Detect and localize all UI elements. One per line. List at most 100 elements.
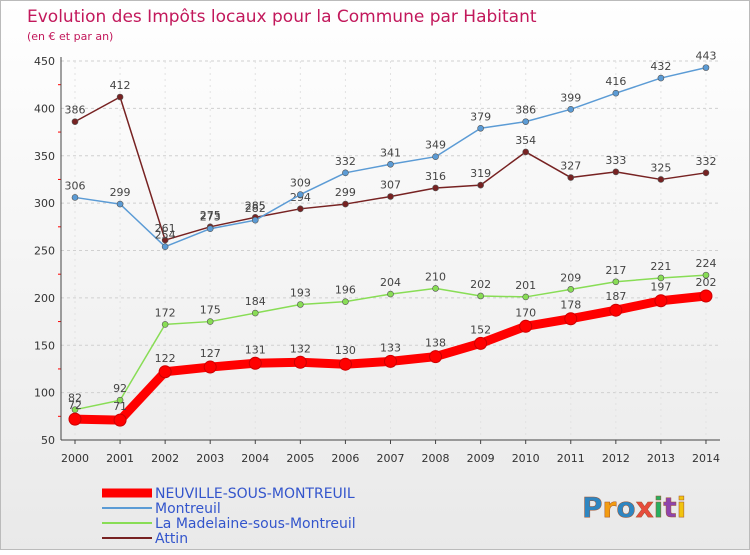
data-point — [432, 153, 439, 160]
data-label: 299 — [110, 186, 131, 199]
data-label: 152 — [470, 323, 491, 336]
x-tick-label: 2012 — [602, 452, 630, 465]
data-point — [248, 356, 262, 370]
data-point — [342, 169, 349, 177]
data-point — [158, 365, 172, 379]
data-label: 217 — [605, 264, 626, 277]
data-point — [342, 200, 349, 208]
data-label: 122 — [155, 352, 176, 365]
data-point — [429, 350, 443, 364]
y-tick-label: 250 — [34, 245, 55, 258]
y-tick-label: 300 — [34, 197, 55, 210]
data-label: 349 — [425, 139, 446, 152]
watermark-logo: Proxiti — [582, 491, 686, 524]
data-point — [474, 336, 488, 350]
data-point — [297, 205, 304, 213]
data-label: 178 — [560, 299, 581, 312]
data-point — [432, 184, 439, 192]
data-point — [251, 216, 259, 224]
chart-subtitle: (en € et par an) — [27, 30, 113, 43]
data-point — [297, 301, 304, 308]
data-label: 131 — [245, 343, 266, 356]
data-point — [206, 225, 214, 233]
data-label: 196 — [335, 284, 356, 297]
data-label: 92 — [113, 382, 127, 395]
data-label: 432 — [650, 60, 671, 73]
data-point — [477, 124, 484, 132]
data-label: 319 — [470, 167, 491, 180]
y-tick-label: 100 — [34, 387, 55, 400]
legend-label: NEUVILLE-SOUS-MONTREUIL — [155, 486, 355, 502]
data-label: 204 — [380, 276, 401, 289]
data-label: 386 — [515, 104, 536, 117]
data-point — [609, 303, 623, 317]
legend-label: La Madelaine-sous-Montreuil — [155, 516, 356, 532]
data-label: 127 — [200, 347, 221, 360]
data-label: 71 — [113, 400, 127, 413]
data-point — [522, 293, 530, 301]
data-label: 261 — [155, 222, 176, 235]
data-label: 210 — [425, 270, 446, 283]
data-point — [161, 321, 169, 328]
data-label: 285 — [245, 199, 266, 212]
x-tick-label: 2009 — [467, 452, 495, 465]
data-label: 399 — [560, 91, 581, 104]
data-point — [297, 191, 304, 198]
data-label: 130 — [335, 344, 356, 357]
data-label: 325 — [650, 161, 671, 174]
data-point — [338, 357, 352, 371]
data-point — [612, 278, 620, 286]
x-tick-label: 2001 — [106, 452, 134, 465]
data-label: 132 — [290, 342, 311, 355]
data-label: 209 — [560, 271, 581, 284]
data-label: 187 — [605, 290, 626, 303]
data-point — [161, 236, 169, 244]
data-point — [522, 148, 530, 156]
data-label: 170 — [515, 306, 536, 319]
x-tick-label: 2007 — [376, 452, 404, 465]
data-label: 307 — [380, 178, 401, 191]
x-tick-label: 2005 — [286, 452, 314, 465]
data-point — [116, 200, 124, 208]
data-point — [71, 194, 79, 201]
data-point — [342, 298, 349, 305]
data-point — [567, 174, 575, 181]
data-point — [519, 319, 533, 333]
data-label: 202 — [470, 278, 491, 291]
x-tick-label: 2000 — [61, 452, 89, 465]
data-point — [116, 396, 124, 404]
data-point — [699, 289, 713, 303]
data-label: 386 — [65, 104, 86, 117]
data-label: 354 — [515, 134, 536, 147]
data-point — [203, 360, 217, 374]
data-point — [161, 243, 169, 251]
data-point — [116, 93, 124, 101]
x-tick-label: 2011 — [557, 452, 585, 465]
data-label: 172 — [155, 306, 176, 319]
data-label: 316 — [425, 170, 446, 183]
x-tick-label: 2013 — [647, 452, 675, 465]
data-label: 254 — [155, 229, 176, 242]
y-tick-label: 200 — [34, 292, 55, 305]
data-label: 273 — [200, 211, 221, 224]
data-label: 138 — [425, 337, 446, 350]
data-label: 327 — [560, 160, 581, 173]
data-point — [612, 168, 620, 176]
data-point — [567, 106, 575, 113]
data-label: 275 — [200, 209, 221, 222]
y-tick-label: 450 — [34, 55, 55, 68]
data-label: 379 — [470, 110, 491, 123]
data-point — [387, 290, 394, 298]
y-tick-label: 350 — [34, 150, 55, 163]
data-point — [522, 118, 530, 125]
x-tick-label: 2004 — [241, 452, 269, 465]
y-tick-label: 150 — [34, 339, 55, 352]
data-label: 72 — [68, 399, 82, 412]
data-label: 412 — [110, 79, 131, 92]
data-label: 133 — [380, 341, 401, 354]
x-tick-label: 2008 — [422, 452, 450, 465]
